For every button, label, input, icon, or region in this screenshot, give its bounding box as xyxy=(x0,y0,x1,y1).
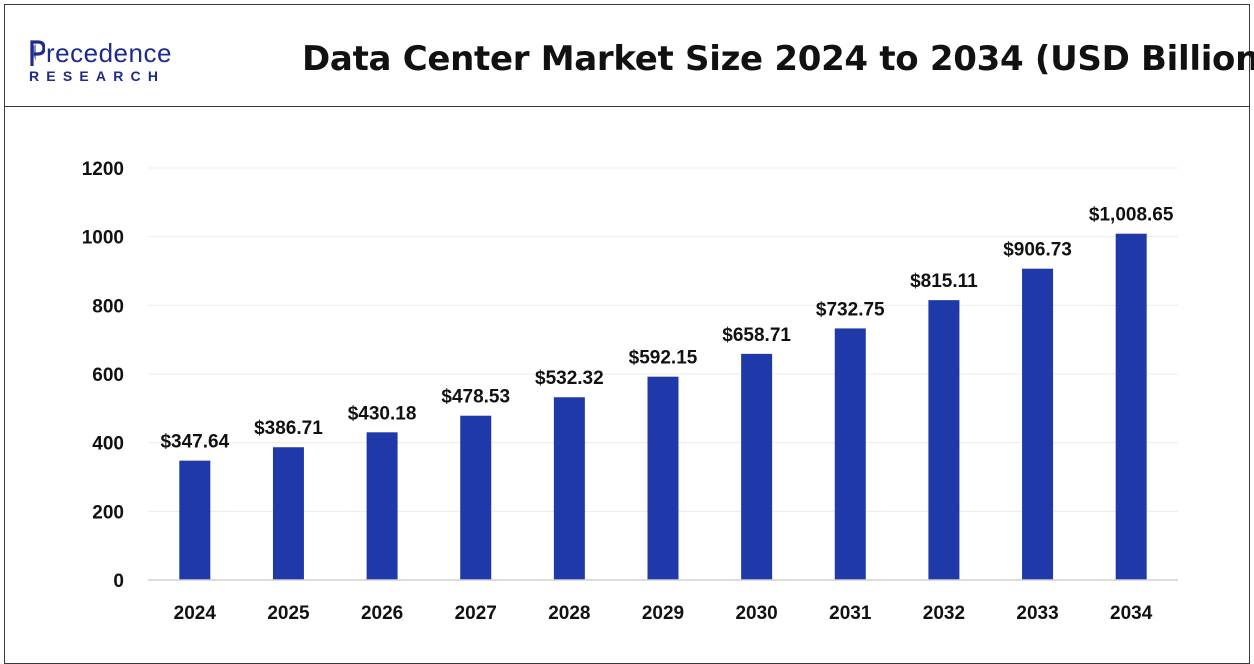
x-tick-label-2024: 2024 xyxy=(174,603,217,624)
chart-header: recedence RESEARCH Data Center Market Si… xyxy=(4,4,1254,107)
x-tick-label-2033: 2033 xyxy=(1016,603,1058,624)
y-tick-label: 400 xyxy=(92,434,124,455)
data-label-2028: $532.32 xyxy=(535,368,604,389)
logo-wordmark: recedence xyxy=(46,38,172,68)
bar-2025 xyxy=(272,447,304,580)
x-tick-label-2027: 2027 xyxy=(455,603,497,624)
data-label-2032: $815.11 xyxy=(910,271,978,292)
data-label-2031: $732.75 xyxy=(816,299,885,320)
data-label-2033: $906.73 xyxy=(1003,240,1072,261)
bar-2033 xyxy=(1022,268,1054,580)
x-tick-label-2031: 2031 xyxy=(829,603,872,624)
bar-2031 xyxy=(834,328,866,580)
bar-2026 xyxy=(366,432,398,580)
data-label-2026: $430.18 xyxy=(348,403,417,424)
y-tick-label: 1000 xyxy=(82,228,124,249)
data-label-2034: $1,008.65 xyxy=(1089,205,1174,226)
bar-chart: 0 200 400 600 800 1000 1200 $347.64 $386.71 $430… xyxy=(82,159,1178,624)
data-label-2024: $347.64 xyxy=(160,432,229,453)
bar-2028 xyxy=(553,397,585,580)
bar-2034 xyxy=(1115,233,1147,580)
logo-subtitle: RESEARCH xyxy=(29,68,166,84)
precedence-research-logo: recedence RESEARCH xyxy=(29,35,229,91)
bar-2032 xyxy=(928,300,960,580)
y-tick-label: 600 xyxy=(92,365,124,386)
data-label-2030: $658.71 xyxy=(722,325,791,346)
x-tick-label-2029: 2029 xyxy=(642,603,684,624)
y-tick-label: 0 xyxy=(113,571,124,592)
logo-p-mark-icon xyxy=(30,40,45,66)
bar-2029 xyxy=(647,376,679,580)
y-tick-label: 1200 xyxy=(82,159,124,180)
bar-2024 xyxy=(179,460,211,580)
x-tick-label-2025: 2025 xyxy=(267,603,310,624)
x-tick-label-2026: 2026 xyxy=(361,603,403,624)
x-tick-label-2032: 2032 xyxy=(923,603,965,624)
data-label-2029: $592.15 xyxy=(629,348,698,369)
x-tick-label-2028: 2028 xyxy=(548,603,590,624)
y-tick-label: 200 xyxy=(92,502,124,523)
y-tick-label: 800 xyxy=(92,296,124,317)
bar-2030 xyxy=(741,353,773,580)
data-label-2025: $386.71 xyxy=(254,418,323,439)
x-tick-label-2034: 2034 xyxy=(1110,603,1153,624)
bar-2027 xyxy=(460,415,492,580)
x-tick-label-2030: 2030 xyxy=(735,603,777,624)
data-label-2027: $478.53 xyxy=(441,387,510,408)
chart-title: Data Center Market Size 2024 to 2034 (US… xyxy=(302,39,1254,79)
